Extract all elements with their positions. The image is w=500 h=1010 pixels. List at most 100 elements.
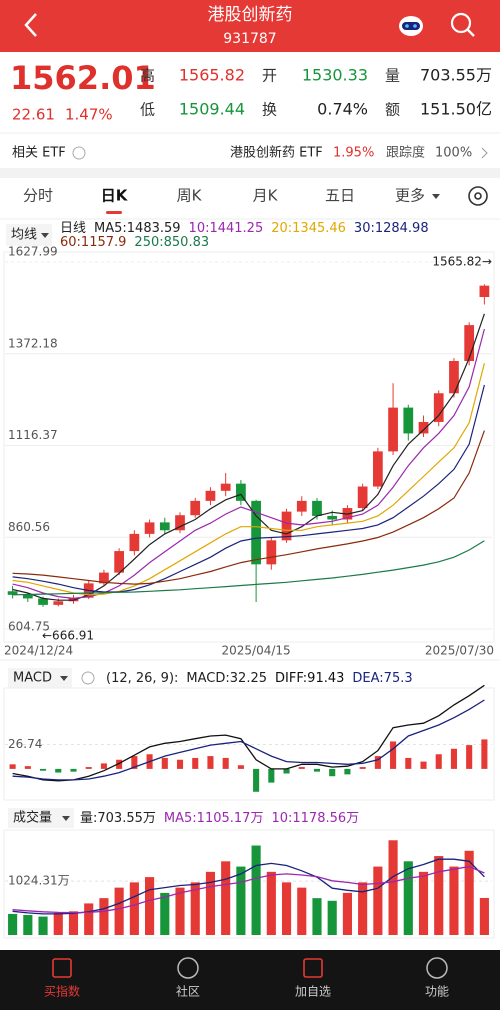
- last-price: 1562.01: [10, 59, 156, 97]
- etf-name[interactable]: 港股创新药 ETF: [230, 145, 323, 161]
- volume-bar: [327, 900, 337, 935]
- macd-bar: [329, 768, 336, 777]
- candle-body: [99, 572, 109, 584]
- field-label: 额: [385, 101, 400, 119]
- volume-ma-line: [12, 858, 485, 915]
- volume-bar: [190, 882, 200, 935]
- candle-body: [190, 500, 201, 516]
- volume-bar: [145, 877, 155, 935]
- volume-bar: [8, 913, 18, 935]
- volume-bar: [266, 871, 276, 935]
- field-label: 量: [385, 67, 400, 85]
- y-tick-label: 1024.31万: [8, 874, 70, 888]
- legend-item: 20:1345.46: [271, 221, 346, 236]
- candle-body: [388, 407, 398, 452]
- assistant-icon[interactable]: [399, 16, 423, 36]
- tab[interactable]: 更多: [395, 187, 425, 205]
- tab-indicator: [106, 211, 122, 214]
- y-tick-label: 604.75: [8, 620, 50, 634]
- macd-bar: [344, 768, 351, 775]
- macd-bar: [374, 756, 381, 769]
- settings-icon[interactable]: [468, 186, 488, 206]
- field-value: 151.50亿: [420, 100, 492, 119]
- legend-item-part: 1483.59: [127, 221, 181, 236]
- macd-bar: [161, 757, 168, 769]
- macd-bar: [100, 763, 107, 769]
- legend-item: 10:1441.25: [189, 221, 264, 236]
- indicator-dropdown[interactable]: [6, 224, 52, 246]
- volume-bar: [38, 916, 48, 935]
- index-code: 931787: [223, 31, 276, 47]
- candle-body: [433, 393, 444, 422]
- legend-item-part: 10:: [271, 811, 292, 826]
- field-label: 换: [262, 101, 277, 119]
- macd-bar: [420, 761, 427, 769]
- ma-line: [12, 363, 485, 596]
- legend-item-part: MACD:: [186, 671, 229, 686]
- volume-bar: [388, 840, 398, 935]
- volume-bar: [175, 887, 185, 935]
- nav-item[interactable]: 社区: [176, 957, 200, 999]
- volume-bar: [342, 892, 352, 935]
- annotation: 1565.82→: [432, 255, 492, 269]
- field-value: 703.55万: [420, 66, 492, 85]
- x-tick-label: 2025/07/30: [425, 644, 494, 658]
- tab[interactable]: 日K: [101, 187, 129, 205]
- dropdown-caret: [432, 194, 440, 199]
- macd-bar: [298, 767, 305, 769]
- macd-bar: [268, 768, 275, 783]
- macd-bar: [85, 767, 92, 769]
- search-button[interactable]: [450, 12, 475, 37]
- volume-bar: [373, 866, 383, 935]
- macd-bar: [24, 766, 31, 769]
- nav-item[interactable]: 功能: [425, 957, 449, 999]
- tab[interactable]: 月K: [253, 187, 279, 205]
- legend-item-part: 1284.98: [375, 221, 429, 236]
- tab[interactable]: 周K: [177, 187, 203, 205]
- candle-body: [114, 551, 125, 573]
- tab[interactable]: 分时: [23, 187, 53, 205]
- legend-item-part: MA5:: [94, 221, 127, 236]
- legend-item-part: 1441.25: [209, 221, 263, 236]
- legend-item: 30:1284.98: [354, 221, 429, 236]
- legend-item-part: 75.3: [384, 671, 413, 686]
- nav-icon: [426, 957, 448, 979]
- etf-change: 1.95%: [333, 146, 374, 161]
- price-change-pct: 1.47%: [65, 106, 113, 124]
- volume-bar: [236, 866, 246, 935]
- nav-icon: [52, 958, 72, 978]
- volume-bar: [403, 861, 413, 935]
- chevron[interactable]: [481, 147, 488, 159]
- legend-item: DEA:75.3: [352, 671, 412, 686]
- macd-bar: [313, 768, 321, 772]
- nav-item[interactable]: 加自选: [295, 958, 331, 999]
- tracking-label: 跟踪度: [386, 145, 425, 161]
- macd-bar: [481, 739, 488, 769]
- macd-bar: [40, 768, 47, 771]
- field-label: 高: [140, 67, 155, 85]
- candle-body: [266, 540, 277, 565]
- volume-bar: [418, 871, 429, 935]
- macd-bar: [466, 745, 473, 769]
- back-button[interactable]: [24, 13, 37, 37]
- ma-line: [12, 328, 485, 600]
- tab[interactable]: 五日: [325, 187, 355, 205]
- legend-item-part: MA5:: [164, 811, 197, 826]
- macd-dropdown[interactable]: [8, 668, 72, 688]
- volume-dropdown[interactable]: [8, 808, 74, 828]
- y-tick-label: 860.56: [8, 520, 50, 534]
- ma-line: [12, 384, 485, 593]
- tracking-value: 100%: [435, 146, 472, 161]
- legend-period-part: 日线: [60, 221, 86, 236]
- dropdown-caret: [41, 233, 49, 238]
- info-icon[interactable]: [72, 146, 86, 160]
- info-icon[interactable]: [81, 671, 95, 685]
- candle-body: [7, 591, 18, 595]
- dropdown-caret: [62, 816, 70, 821]
- legend-item: 量:703.55万: [80, 811, 156, 826]
- macd-params-part: (12, 26, 9):: [106, 671, 178, 686]
- candle-body: [175, 515, 185, 531]
- legend-item-part: 850.83: [164, 235, 210, 250]
- volume-bar: [99, 898, 109, 935]
- nav-item[interactable]: 买指数: [44, 958, 80, 999]
